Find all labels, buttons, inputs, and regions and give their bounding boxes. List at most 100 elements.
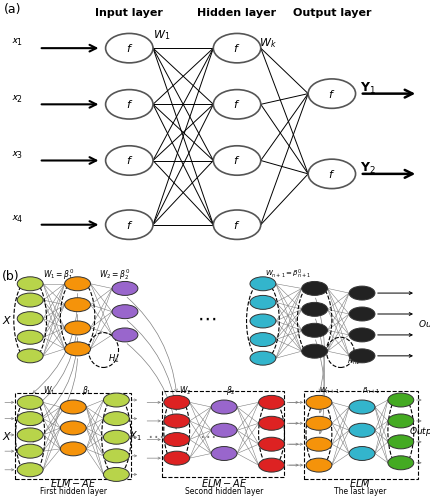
Circle shape (307, 159, 355, 188)
Text: $W_{n+1}=\beta^0_{n+1}$: $W_{n+1}=\beta^0_{n+1}$ (264, 268, 310, 281)
Circle shape (163, 451, 189, 465)
Text: $\mathcal{x}_4$: $\mathcal{x}_4$ (11, 214, 23, 225)
Circle shape (17, 277, 43, 290)
Circle shape (163, 414, 189, 428)
Circle shape (17, 428, 43, 442)
Circle shape (17, 312, 43, 326)
Text: $W_{n+1}$: $W_{n+1}$ (318, 386, 339, 396)
Text: $f$: $f$ (126, 154, 132, 166)
Text: $H_{n1}$: $H_{n1}$ (346, 357, 359, 367)
Text: Hidden layer: Hidden layer (197, 8, 276, 18)
Text: First hidden layer: First hidden layer (40, 487, 107, 496)
Circle shape (64, 298, 90, 312)
Circle shape (103, 393, 129, 407)
Text: Input layer: Input layer (95, 8, 163, 18)
Circle shape (301, 324, 327, 337)
Circle shape (64, 342, 90, 356)
Circle shape (103, 468, 129, 481)
Circle shape (213, 210, 260, 240)
Text: $\cdots$: $\cdots$ (198, 426, 215, 444)
Circle shape (103, 412, 129, 426)
Text: $\mathbf{Y}_1$: $\mathbf{Y}_1$ (359, 80, 375, 96)
Circle shape (249, 296, 275, 310)
Circle shape (112, 282, 138, 296)
Text: $\mathbf{Y}_2$: $\mathbf{Y}_2$ (359, 161, 375, 176)
Text: $W_2$: $W_2$ (178, 384, 191, 397)
Text: $W_1=\beta^0_1$: $W_1=\beta^0_1$ (43, 267, 74, 282)
Text: $W_2=\beta^0_2$: $W_2=\beta^0_2$ (99, 267, 130, 282)
Text: $\mathcal{x}_2$: $\mathcal{x}_2$ (12, 94, 23, 104)
Circle shape (301, 302, 327, 316)
Circle shape (17, 444, 43, 458)
Text: $W_1$: $W_1$ (43, 384, 55, 397)
Circle shape (348, 424, 374, 437)
Circle shape (17, 349, 43, 363)
Circle shape (105, 146, 153, 175)
Text: $\mathcal{x}_3$: $\mathcal{x}_3$ (12, 150, 23, 161)
Circle shape (387, 393, 413, 407)
Text: $f$: $f$ (233, 98, 240, 110)
Circle shape (249, 351, 275, 365)
Circle shape (301, 344, 327, 358)
Circle shape (387, 414, 413, 428)
Text: $f$: $f$ (126, 218, 132, 230)
Circle shape (348, 307, 374, 321)
Circle shape (17, 396, 43, 409)
Text: $X_1$: $X_1$ (129, 429, 141, 443)
Text: $ELM-AE$: $ELM-AE$ (50, 477, 96, 489)
Circle shape (17, 293, 43, 307)
Text: $W_1$: $W_1$ (153, 28, 170, 42)
Text: Output $Y$: Output $Y$ (417, 318, 430, 331)
Text: $X$: $X$ (2, 430, 12, 442)
Circle shape (305, 416, 331, 430)
Text: $\beta_2$: $\beta_2$ (226, 384, 236, 397)
Text: $ELM-AE$: $ELM-AE$ (200, 477, 247, 489)
Text: $H_1$: $H_1$ (108, 352, 119, 365)
Circle shape (60, 421, 86, 435)
Circle shape (213, 146, 260, 175)
Circle shape (301, 282, 327, 296)
Circle shape (348, 286, 374, 300)
Circle shape (64, 321, 90, 335)
Circle shape (103, 430, 129, 444)
Text: $\cdots$: $\cdots$ (197, 309, 216, 328)
Circle shape (211, 424, 236, 437)
Text: $f$: $f$ (233, 154, 240, 166)
Text: $f$: $f$ (328, 88, 335, 100)
Circle shape (163, 396, 189, 409)
Circle shape (17, 412, 43, 426)
Circle shape (211, 400, 236, 414)
Circle shape (307, 79, 355, 108)
Text: $f$: $f$ (126, 98, 132, 110)
Text: $\beta_{n+1}$: $\beta_{n+1}$ (361, 386, 379, 396)
Circle shape (258, 396, 284, 409)
Text: Output $T$: Output $T$ (408, 425, 430, 438)
Circle shape (211, 446, 236, 460)
Circle shape (105, 210, 153, 240)
Circle shape (387, 456, 413, 470)
Text: Output layer: Output layer (292, 8, 370, 18)
Circle shape (387, 435, 413, 449)
Circle shape (17, 463, 43, 477)
Circle shape (348, 400, 374, 414)
Text: The last layer: The last layer (333, 487, 385, 496)
Text: $f$: $f$ (233, 218, 240, 230)
Circle shape (258, 437, 284, 451)
Text: Second hidden layer: Second hidden layer (184, 487, 263, 496)
Circle shape (163, 432, 189, 446)
Text: $ELM$: $ELM$ (348, 477, 370, 489)
Text: $\beta_1$: $\beta_1$ (82, 384, 92, 397)
Circle shape (249, 332, 275, 346)
Circle shape (112, 304, 138, 318)
Circle shape (213, 90, 260, 119)
Text: (b): (b) (2, 270, 20, 283)
Circle shape (305, 458, 331, 472)
Circle shape (348, 446, 374, 460)
Circle shape (60, 442, 86, 456)
Circle shape (17, 330, 43, 344)
Text: $f$: $f$ (126, 42, 132, 54)
Circle shape (60, 400, 86, 414)
Circle shape (64, 277, 90, 290)
Circle shape (348, 328, 374, 342)
Text: $\mathcal{x}_1$: $\mathcal{x}_1$ (12, 37, 23, 48)
